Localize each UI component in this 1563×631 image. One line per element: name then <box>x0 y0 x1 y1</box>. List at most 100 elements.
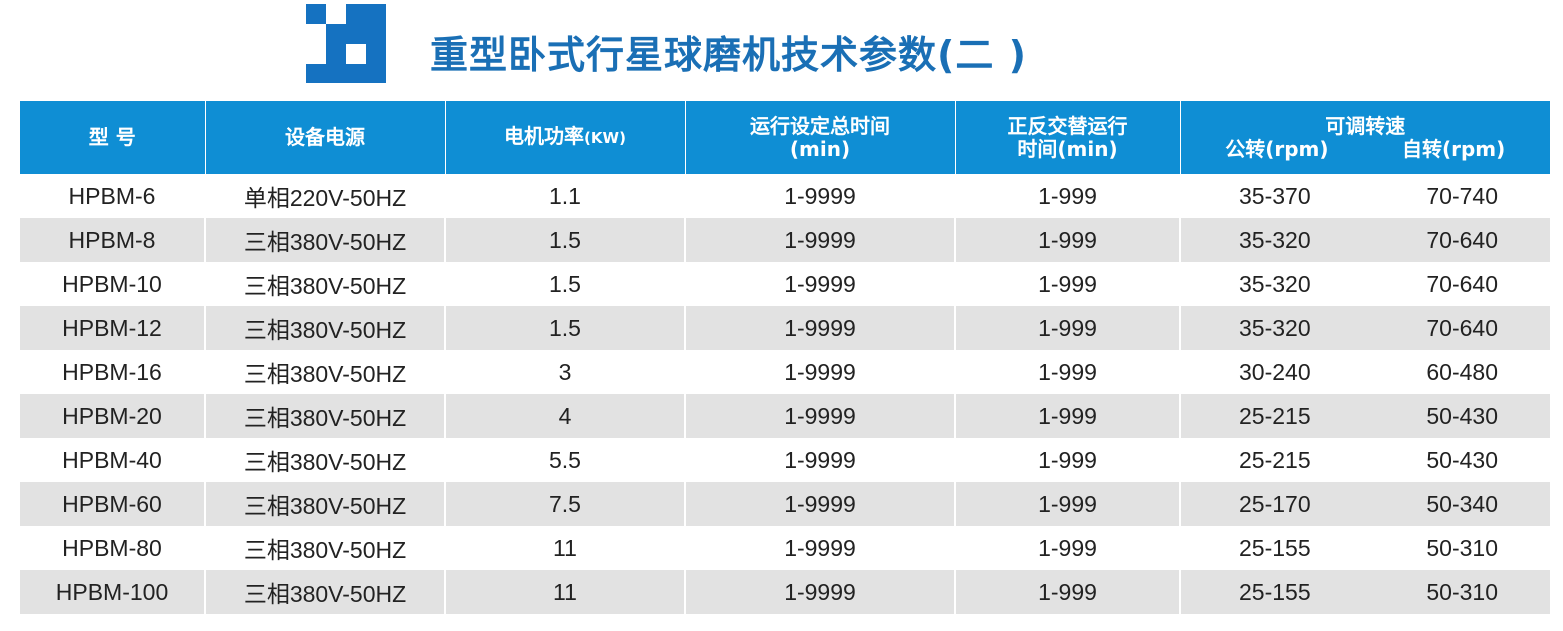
cell-motor-power: 3 <box>444 350 685 394</box>
spec-table: 型 号 设备电源 电机功率(KW) 运行设定总时间 (min) 正反交替运行 时间(… <box>20 101 1550 614</box>
table-row: HPBM-20 三相380V-50HZ 4 1-9999 1-999 25-215 50-4… <box>20 394 1550 438</box>
cell-rotation: 50-430 <box>1426 446 1498 473</box>
cell-rotation: 50-430 <box>1426 402 1498 429</box>
header-speed-rotation: 自转(rpm) <box>1401 136 1506 161</box>
cell-alt-time: 1-999 <box>954 570 1180 614</box>
cell-revolution: 35-320 <box>1239 314 1311 341</box>
cell-model: HPBM-100 <box>20 570 205 614</box>
header-total-time-line1: 运行设定总时间 <box>750 113 890 138</box>
cell-power-supply: 三相380V-50HZ <box>204 262 445 306</box>
cell-speed: 35-320 70-640 <box>1179 262 1550 306</box>
cell-power-supply: 三相380V-50HZ <box>204 306 445 350</box>
cell-model: HPBM-12 <box>20 306 205 350</box>
cell-revolution: 35-320 <box>1239 270 1311 297</box>
cell-model: HPBM-16 <box>20 350 205 394</box>
cell-speed: 25-155 50-310 <box>1179 526 1550 570</box>
cell-total-time: 1-9999 <box>684 438 955 482</box>
cell-rotation: 50-340 <box>1426 490 1498 517</box>
cell-motor-power: 1.5 <box>444 262 685 306</box>
table-row: HPBM-80 三相380V-50HZ 11 1-9999 1-999 25-155 50-… <box>20 526 1550 570</box>
header-motor-power: 电机功率(KW) <box>445 101 686 174</box>
table-row: HPBM-40 三相380V-50HZ 5.5 1-9999 1-999 25-215 50… <box>20 438 1550 482</box>
table-row: HPBM-10 三相380V-50HZ 1.5 1-9999 1-999 35-320 70… <box>20 262 1550 306</box>
header-speed-title: 可调转速 <box>1325 113 1406 138</box>
cell-revolution: 25-170 <box>1239 490 1311 517</box>
cell-power-supply: 三相380V-50HZ <box>204 350 445 394</box>
cell-revolution: 25-155 <box>1239 534 1311 561</box>
page-title: 重型卧式行星球磨机技术参数(二 ) <box>430 33 1027 77</box>
header-alt-time-line1: 正反交替运行 <box>1007 113 1128 138</box>
cell-speed: 35-320 70-640 <box>1179 306 1550 350</box>
header-model: 型 号 <box>20 101 206 174</box>
header-speed-revolution: 公转(rpm) <box>1225 136 1329 161</box>
cell-rotation: 50-310 <box>1426 578 1498 605</box>
header-alt-time-line2: 时间(min) <box>1017 136 1118 161</box>
cell-total-time: 1-9999 <box>684 526 955 570</box>
cell-rotation: 70-640 <box>1426 270 1498 297</box>
cell-power-supply: 三相380V-50HZ <box>204 482 445 526</box>
cell-motor-power: 11 <box>444 570 685 614</box>
cell-total-time: 1-9999 <box>684 262 955 306</box>
cell-rotation: 50-310 <box>1426 534 1498 561</box>
cell-total-time: 1-9999 <box>684 350 955 394</box>
header-speed: 可调转速 公转(rpm) 自转(rpm) <box>1180 101 1550 174</box>
cell-speed: 35-370 70-740 <box>1179 174 1550 218</box>
cell-model: HPBM-80 <box>20 526 205 570</box>
header-power-supply: 设备电源 <box>205 101 446 174</box>
cell-power-supply: 三相380V-50HZ <box>204 570 445 614</box>
cell-alt-time: 1-999 <box>954 350 1180 394</box>
table-row: HPBM-12 三相380V-50HZ 1.5 1-9999 1-999 35-320 70… <box>20 306 1550 350</box>
cell-motor-power: 5.5 <box>444 438 685 482</box>
cell-revolution: 25-215 <box>1239 402 1311 429</box>
cell-alt-time: 1-999 <box>954 306 1180 350</box>
cell-rotation: 60-480 <box>1426 358 1498 385</box>
header-total-time: 运行设定总时间 (min) <box>685 101 956 174</box>
header-alt-time: 正反交替运行 时间(min) <box>955 101 1181 174</box>
cell-total-time: 1-9999 <box>684 570 955 614</box>
logo-icon <box>306 4 386 83</box>
cell-alt-time: 1-999 <box>954 174 1180 218</box>
cell-alt-time: 1-999 <box>954 218 1180 262</box>
table-row: HPBM-60 三相380V-50HZ 7.5 1-9999 1-999 25-170 50… <box>20 482 1550 526</box>
cell-rotation: 70-740 <box>1426 182 1498 209</box>
table-row: HPBM-100 三相380V-50HZ 11 1-9999 1-999 25-155 50… <box>20 570 1550 614</box>
table-row: HPBM-16 三相380V-50HZ 3 1-9999 1-999 30-240 60-4… <box>20 350 1550 394</box>
cell-revolution: 35-320 <box>1239 226 1311 253</box>
header-motor-power-label: 电机功率 <box>504 124 585 148</box>
cell-motor-power: 1.1 <box>444 174 685 218</box>
cell-motor-power: 4 <box>444 394 685 438</box>
cell-revolution: 30-240 <box>1239 358 1311 385</box>
cell-total-time: 1-9999 <box>684 174 955 218</box>
cell-speed: 35-320 70-640 <box>1179 218 1550 262</box>
table-row: HPBM-6 单相220V-50HZ 1.1 1-9999 1-999 35-370 70-… <box>20 174 1550 218</box>
cell-speed: 25-155 50-310 <box>1179 570 1550 614</box>
cell-model: HPBM-6 <box>20 174 205 218</box>
cell-revolution: 35-370 <box>1239 182 1311 209</box>
cell-alt-time: 1-999 <box>954 482 1180 526</box>
cell-power-supply: 三相380V-50HZ <box>204 438 445 482</box>
cell-motor-power: 11 <box>444 526 685 570</box>
cell-power-supply: 三相380V-50HZ <box>204 218 445 262</box>
cell-total-time: 1-9999 <box>684 394 955 438</box>
cell-model: HPBM-40 <box>20 438 205 482</box>
cell-revolution: 25-155 <box>1239 578 1311 605</box>
cell-power-supply: 三相380V-50HZ <box>204 526 445 570</box>
cell-model: HPBM-20 <box>20 394 205 438</box>
cell-alt-time: 1-999 <box>954 526 1180 570</box>
cell-power-supply: 三相380V-50HZ <box>204 394 445 438</box>
cell-speed: 25-215 50-430 <box>1179 394 1550 438</box>
cell-model: HPBM-10 <box>20 262 205 306</box>
cell-motor-power: 1.5 <box>444 306 685 350</box>
cell-revolution: 25-215 <box>1239 446 1311 473</box>
cell-rotation: 70-640 <box>1426 314 1498 341</box>
cell-speed: 30-240 60-480 <box>1179 350 1550 394</box>
cell-total-time: 1-9999 <box>684 218 955 262</box>
cell-motor-power: 7.5 <box>444 482 685 526</box>
cell-speed: 25-170 50-340 <box>1179 482 1550 526</box>
cell-total-time: 1-9999 <box>684 306 955 350</box>
cell-model: HPBM-60 <box>20 482 205 526</box>
cell-alt-time: 1-999 <box>954 394 1180 438</box>
cell-motor-power: 1.5 <box>444 218 685 262</box>
cell-alt-time: 1-999 <box>954 438 1180 482</box>
cell-alt-time: 1-999 <box>954 262 1180 306</box>
